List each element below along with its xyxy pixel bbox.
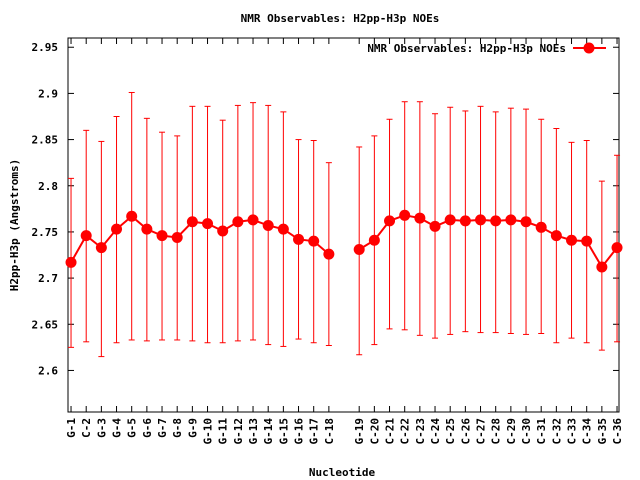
- chart-title: NMR Observables: H2pp-H3p NOEs: [241, 12, 440, 25]
- data-point: [414, 212, 426, 224]
- data-point: [581, 235, 593, 247]
- data-point: [368, 234, 380, 246]
- data-point: [520, 216, 532, 228]
- data-point: [596, 261, 608, 273]
- x-tick-label: G-19: [353, 418, 366, 445]
- legend-label: NMR Observables: H2pp-H3p NOEs: [367, 42, 566, 55]
- data-point: [247, 214, 259, 226]
- x-tick-label: G-16: [293, 418, 306, 445]
- y-tick-label: 2.9: [38, 87, 58, 100]
- plot-border: [67, 37, 620, 413]
- data-point: [156, 230, 168, 242]
- data-point: [217, 225, 229, 237]
- x-tick-label: C-22: [399, 418, 412, 445]
- data-point: [308, 235, 320, 247]
- data-point: [353, 243, 365, 255]
- x-tick-label: C-32: [550, 418, 563, 445]
- x-tick-label: C-23: [414, 418, 427, 445]
- series-line: [70, 214, 330, 263]
- x-tick-label: G-10: [202, 418, 215, 445]
- data-point: [65, 256, 77, 268]
- y-axis-label: H2pp-H3p (Angstroms): [8, 159, 21, 291]
- data-point: [566, 234, 578, 246]
- data-point: [80, 230, 92, 242]
- x-tick-label: C-2: [80, 418, 93, 438]
- data-point: [277, 223, 289, 235]
- data-point: [126, 210, 138, 222]
- y-tick-label: 2.8: [38, 180, 58, 193]
- data-point: [490, 215, 502, 227]
- x-tick-label: G-11: [217, 418, 230, 445]
- y-tick-label: 2.65: [32, 318, 59, 331]
- data-point: [95, 242, 107, 254]
- x-tick-label: C-33: [566, 418, 579, 445]
- x-tick-label: C-21: [384, 418, 397, 445]
- data-point: [232, 216, 244, 228]
- legend-marker-swatch: [583, 42, 595, 54]
- x-tick-label: C-26: [459, 418, 472, 445]
- data-point: [111, 223, 123, 235]
- data-point: [171, 231, 183, 243]
- data-point: [141, 223, 153, 235]
- x-tick-label: C-20: [368, 418, 381, 445]
- series-line: [358, 214, 618, 269]
- y-tick-label: 2.6: [38, 364, 58, 377]
- data-point: [323, 248, 335, 260]
- x-tick-label: G-8: [171, 418, 184, 438]
- data-point: [550, 230, 562, 242]
- x-tick-label: G-1: [65, 418, 78, 438]
- data-point: [384, 215, 396, 227]
- x-tick-label: C-18: [323, 418, 336, 445]
- x-tick-label: G-12: [232, 418, 245, 445]
- x-tick-label: C-24: [429, 418, 442, 445]
- data-point: [505, 214, 517, 226]
- x-tick-label: G-3: [95, 418, 108, 438]
- x-tick-label: G-17: [308, 418, 321, 445]
- x-tick-label: G-9: [186, 418, 199, 438]
- data-point: [429, 220, 441, 232]
- x-tick-label: C-31: [535, 418, 548, 445]
- data-point: [399, 209, 411, 221]
- x-tick-label: C-28: [490, 418, 503, 445]
- axes: 2.6 2.65 2.7 2.75 2.8 2.85 2.9 2.95 G-1 C-2 G-3 G-4…: [32, 37, 624, 445]
- data-point: [202, 218, 214, 230]
- y-tick-label: 2.75: [32, 226, 59, 239]
- legend: NMR Observables: H2pp-H3p NOEs: [367, 42, 606, 55]
- y-tick-label: 2.95: [32, 41, 59, 54]
- data-series: [65, 91, 623, 358]
- x-tick-label: G-35: [596, 418, 609, 445]
- x-tick-label: C-36: [611, 418, 624, 445]
- x-tick-label: G-13: [247, 418, 260, 445]
- y-tick-label: 2.7: [38, 272, 58, 285]
- x-tick-label: G-14: [262, 418, 275, 445]
- y-tick-label: 2.85: [32, 134, 59, 147]
- data-point: [444, 214, 456, 226]
- data-point: [186, 216, 198, 228]
- data-point: [262, 219, 274, 231]
- x-axis-label: Nucleotide: [309, 466, 376, 479]
- x-tick-label: G-7: [156, 418, 169, 438]
- x-tick-label: G-5: [126, 418, 139, 438]
- x-tick-label: C-34: [581, 418, 594, 445]
- x-tick-label: G-6: [141, 418, 154, 438]
- x-tick-label: C-27: [475, 418, 488, 445]
- data-point: [611, 242, 623, 254]
- data-point: [475, 214, 487, 226]
- x-tick-label: G-15: [277, 418, 290, 445]
- x-tick-label: G-4: [111, 418, 124, 438]
- data-point: [535, 221, 547, 233]
- x-tick-label: C-29: [505, 418, 518, 445]
- x-tick-label: C-30: [520, 418, 533, 445]
- x-tick-label: C-25: [444, 418, 457, 445]
- data-point: [459, 215, 471, 227]
- data-point: [293, 233, 305, 245]
